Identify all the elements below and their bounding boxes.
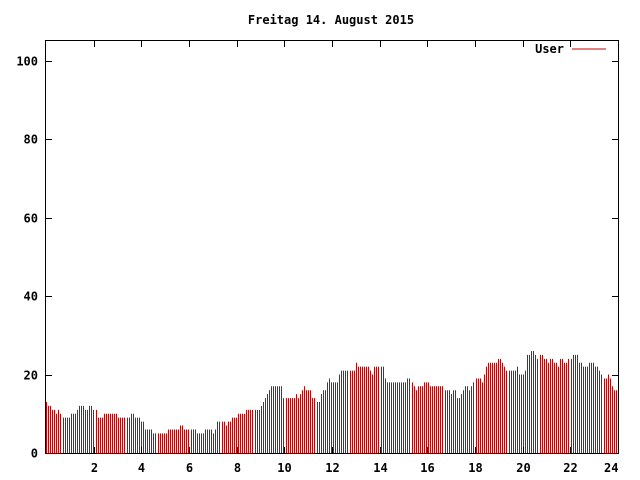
x-tick-label: 4: [138, 461, 145, 475]
y-tick-label: 0: [31, 447, 38, 461]
legend-label-user: User: [535, 42, 564, 56]
x-tick-label: 24: [604, 461, 618, 475]
legend: User: [535, 42, 606, 56]
x-tick-label: 10: [277, 461, 291, 475]
axis-ticks: [46, 41, 619, 454]
x-tick-label: 14: [373, 461, 387, 475]
x-tick-label: 20: [516, 461, 530, 475]
plot-frame: [45, 40, 619, 454]
y-tick-label: 20: [24, 369, 38, 383]
y-tick-label: 80: [24, 133, 38, 147]
chart-title: Freitag 14. August 2015: [248, 13, 414, 27]
x-tick-label: 6: [186, 461, 193, 475]
y-axis-tick-labels: 0 20 40 60 80 100: [16, 55, 38, 461]
x-tick-label: 12: [325, 461, 339, 475]
x-tick-label: 22: [563, 461, 577, 475]
y-tick-label: 100: [16, 55, 38, 69]
y-tick-label: 40: [24, 290, 38, 304]
x-tick-label: 2: [91, 461, 98, 475]
x-axis-tick-labels: 2 4 6 8 10 12 14 16 18 20 22 24: [91, 461, 619, 475]
bar-series: [46, 350, 617, 453]
x-tick-label: 18: [468, 461, 482, 475]
x-tick-label: 16: [420, 461, 434, 475]
x-tick-label: 8: [234, 461, 241, 475]
y-tick-label: 60: [24, 212, 38, 226]
